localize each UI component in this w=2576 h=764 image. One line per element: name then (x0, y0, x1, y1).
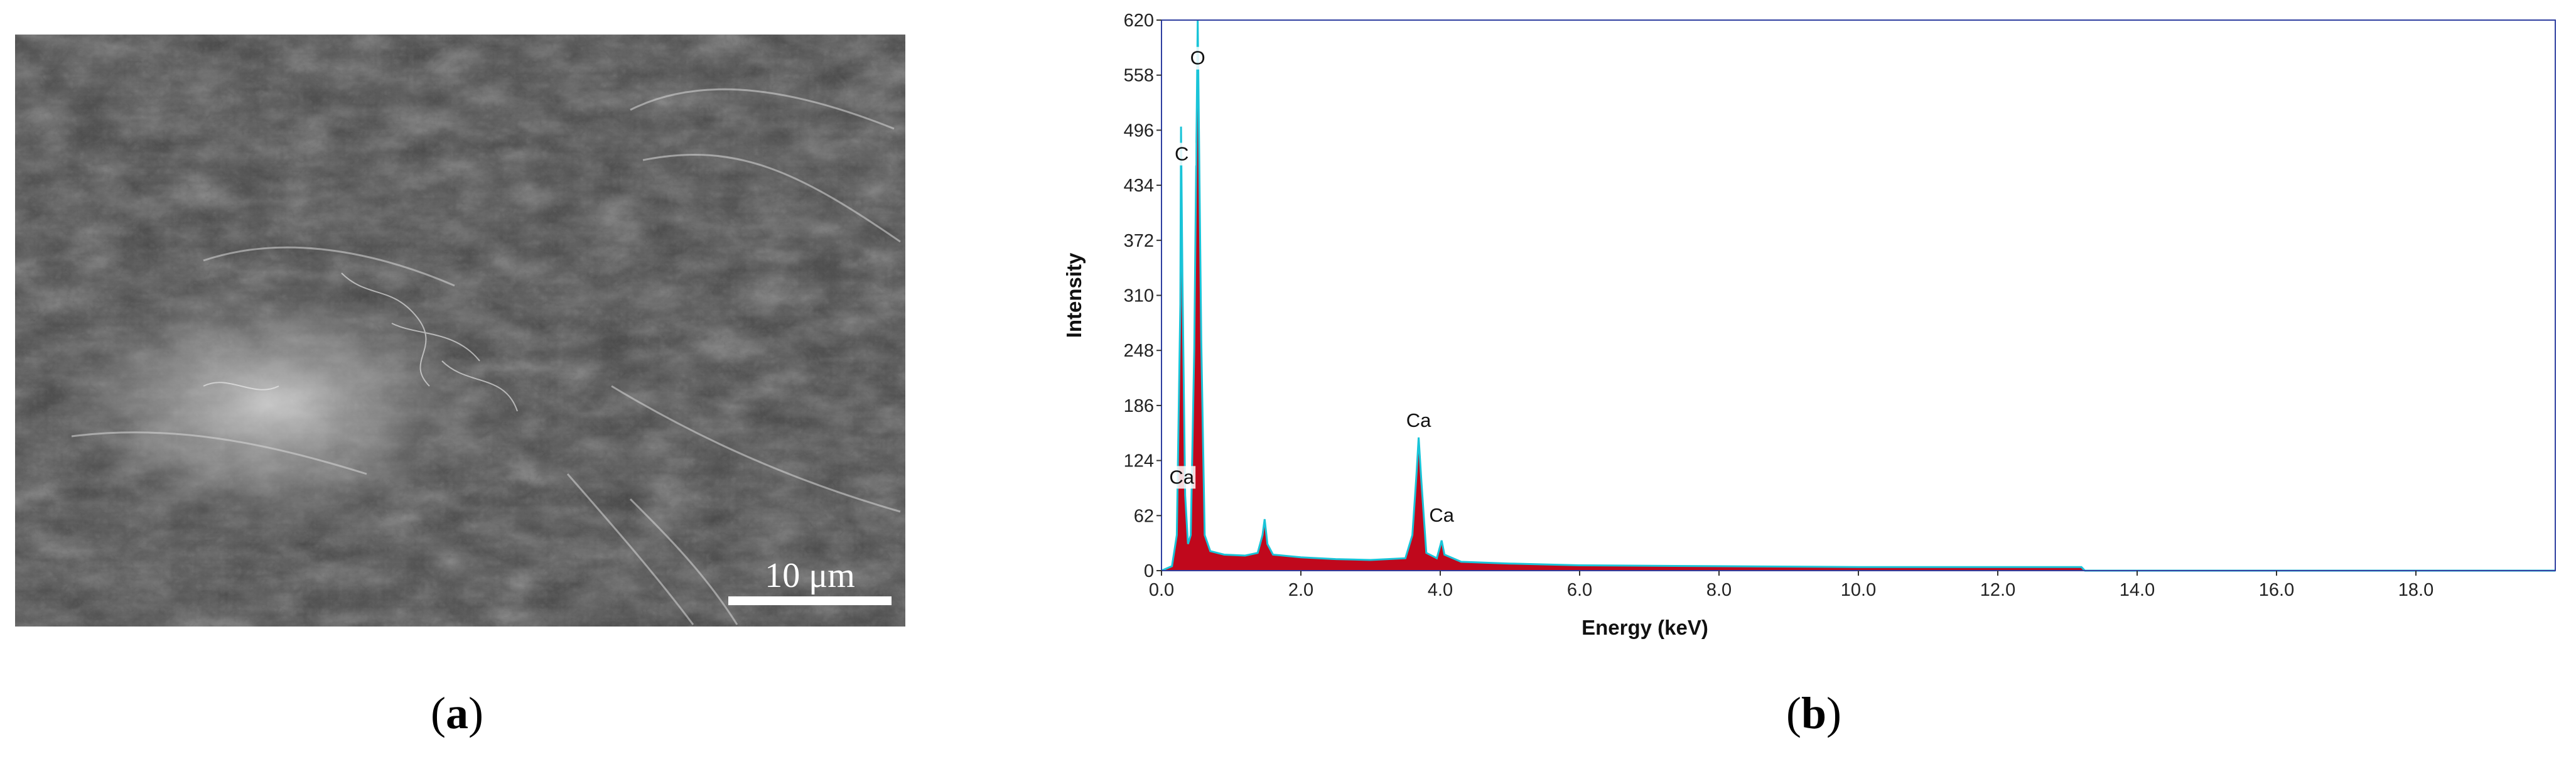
peak-label: Ca (1406, 409, 1431, 431)
y-tick-label: 310 (1124, 286, 1154, 306)
peak-label: O (1190, 47, 1205, 69)
peak-label-bg (1428, 504, 1456, 527)
caption-b: (b) (1786, 688, 1842, 738)
x-tick-label: 0.0 (1149, 580, 1174, 600)
caption-a: (a) (431, 688, 483, 738)
y-tick-label: 496 (1124, 121, 1154, 141)
x-tick-label: 16.0 (2259, 580, 2294, 600)
peak-label: C (1175, 143, 1188, 164)
y-tick-label: 372 (1124, 231, 1154, 251)
x-tick-label: 2.0 (1288, 580, 1313, 600)
eds-spectrum-chart: 0 62 124 186 248 310 372 434 496 558 620 0.0 2.0 4.0 6… (1062, 11, 2556, 639)
scale-bar (728, 596, 892, 605)
x-tick-label: 18.0 (2398, 580, 2433, 600)
peak-label: Ca (1429, 504, 1454, 526)
peak-label-bg (1183, 46, 1212, 70)
sem-micrograph: 10 μm (15, 35, 905, 627)
peak-label-bg (1168, 143, 1196, 166)
y-tick-label: 124 (1124, 451, 1154, 471)
x-tick-label: 10.0 (1841, 580, 1876, 600)
y-tick-label: 248 (1124, 341, 1154, 361)
x-axis-title: Energy (keV) (1582, 616, 1708, 639)
sem-image: 10 μm (15, 35, 905, 627)
y-tick-label: 434 (1124, 176, 1154, 196)
y-tick-label: 62 (1134, 506, 1154, 526)
x-tick-label: 6.0 (1567, 580, 1592, 600)
x-tick-label: 8.0 (1706, 580, 1732, 600)
spectrum-line-0 (1161, 19, 2555, 572)
y-tick-label: 620 (1124, 11, 1154, 31)
y-axis-title: Intensity (1062, 252, 1086, 338)
y-tick-label: 186 (1124, 396, 1154, 416)
y-tick-label: 0 (1144, 561, 1154, 581)
x-tick-label: 12.0 (1980, 580, 2015, 600)
x-tick-label: 4.0 (1428, 580, 1453, 600)
peak-label-bg (1168, 466, 1196, 489)
spectrum-fill-0 (1161, 20, 2555, 571)
x-tick-label: 14.0 (2120, 580, 2155, 600)
scale-bar-label: 10 μm (765, 556, 855, 595)
peak-label-bg (1404, 409, 1433, 432)
peak-label: Ca (1169, 466, 1194, 488)
y-tick-label: 558 (1124, 66, 1154, 86)
plot-frame (1161, 19, 2556, 571)
